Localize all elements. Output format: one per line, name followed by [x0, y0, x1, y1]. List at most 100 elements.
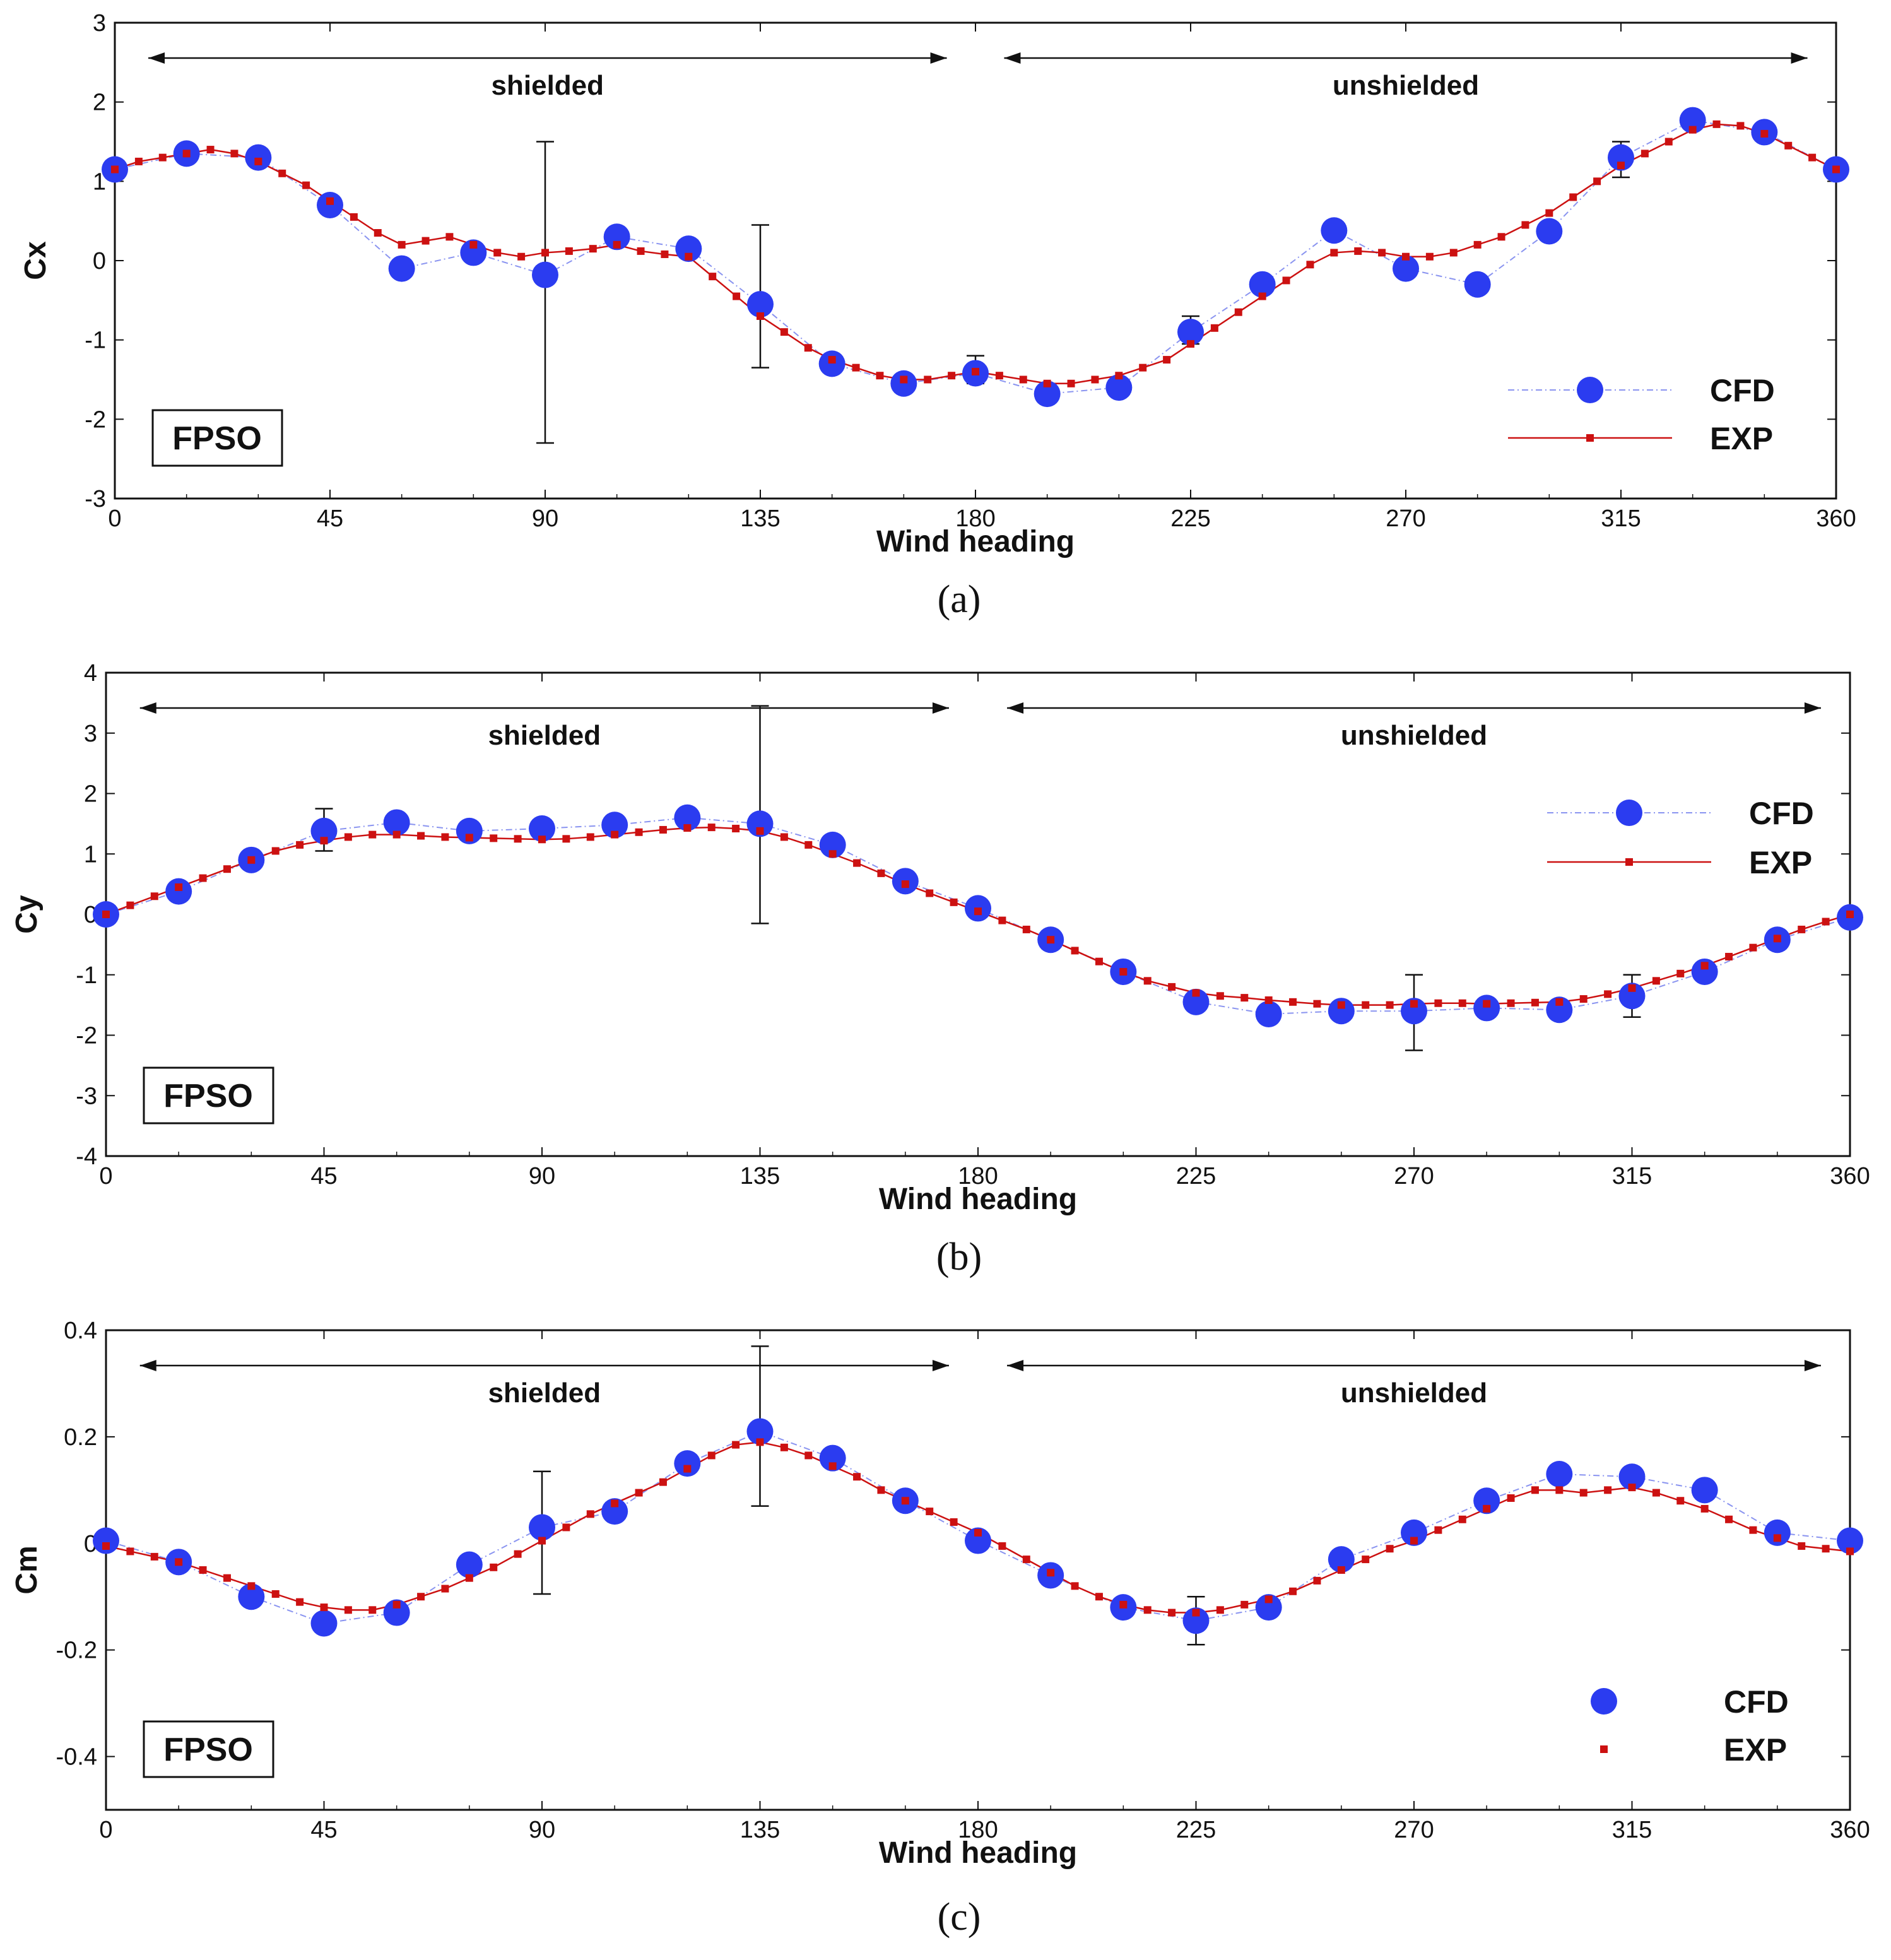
exp-point [150, 1552, 158, 1561]
exp-point [1264, 996, 1273, 1004]
exp-point [296, 1598, 304, 1606]
exp-point [1555, 1486, 1564, 1494]
x-axis-label: Wind heading [876, 525, 1075, 558]
exp-point [175, 883, 183, 891]
exp-point [1168, 1609, 1176, 1617]
cfd-point [603, 223, 630, 251]
exp-point [1264, 1595, 1273, 1603]
x-tick-label: 45 [310, 1817, 337, 1843]
shielded-arrow-right-head [932, 1360, 949, 1371]
exp-point [1258, 292, 1266, 300]
exp-point [490, 834, 498, 842]
exp-point [1071, 947, 1079, 955]
exp-point [853, 859, 861, 867]
unshielded-arrow-right-head [1804, 702, 1821, 714]
cfd-point [1401, 998, 1427, 1025]
cfd-point [532, 261, 558, 288]
y-tick-label: -3 [76, 1083, 97, 1109]
exp-point [1337, 1001, 1345, 1009]
cfd-point [1034, 381, 1061, 408]
exp-point [950, 898, 958, 906]
exp-point [469, 240, 478, 249]
cfd-point [460, 239, 487, 266]
exp-point [1043, 379, 1051, 387]
x-tick-label: 270 [1386, 505, 1425, 532]
legend: CFD EXP [1547, 796, 1814, 880]
exp-point [206, 146, 215, 154]
y-tick-label: -2 [76, 1023, 97, 1049]
exp-point [126, 1547, 134, 1556]
x-tick-label: 315 [1601, 505, 1641, 532]
exp-point [1143, 1606, 1152, 1614]
exp-point [661, 250, 669, 258]
exp-point [1410, 1000, 1418, 1008]
y-axis-label: Cm [10, 1545, 44, 1594]
exp-point [586, 1510, 594, 1518]
cfd-point [818, 350, 845, 377]
cfd-point [1182, 988, 1210, 1015]
cfd-point [1328, 1546, 1355, 1573]
x-tick-label: 0 [99, 1163, 112, 1190]
exp-point [417, 832, 425, 840]
exp-point [804, 841, 813, 849]
y-tick-label: 4 [84, 660, 97, 687]
x-axis-label: Wind heading [879, 1183, 1077, 1216]
cfd-point [819, 831, 846, 858]
cfd-point [1255, 1000, 1282, 1027]
fpso-box [143, 1066, 274, 1125]
exp-point [1846, 911, 1854, 918]
exp-point [320, 837, 328, 845]
cfd-point [1679, 107, 1706, 134]
y-tick-label: -1 [85, 328, 106, 354]
exp-point [271, 847, 280, 855]
exp-point [828, 1462, 837, 1470]
legend: CFD EXP [1591, 1684, 1789, 1768]
exp-point [1434, 999, 1442, 1007]
cfd-point [383, 809, 410, 836]
exp-point [1095, 1593, 1103, 1601]
exp-point [974, 907, 982, 916]
exp-point [780, 328, 788, 336]
exp-point [1725, 1515, 1733, 1523]
exp-point [1545, 209, 1553, 217]
exp-point [1306, 261, 1314, 269]
exp-point [972, 367, 979, 375]
exp-point [1289, 998, 1297, 1006]
exp-point [1700, 1504, 1709, 1513]
legend-exp-label: EXP [1710, 421, 1773, 456]
exp-point [1604, 990, 1612, 998]
x-tick-label: 270 [1394, 1817, 1434, 1843]
x-tick-label: 315 [1612, 1817, 1652, 1843]
exp-point [1604, 1486, 1612, 1494]
exp-point [247, 856, 256, 864]
exp-point [562, 835, 570, 843]
exp-point [756, 827, 764, 835]
exp-point [111, 165, 119, 174]
exp-point [1798, 1542, 1806, 1550]
exp-point [828, 356, 836, 364]
x-axis-label: Wind heading [879, 1836, 1077, 1870]
exp-point [1313, 1000, 1321, 1008]
cfd-point [529, 815, 555, 842]
legend-exp-marker [1586, 434, 1594, 442]
y-axis-label: Cy [10, 895, 44, 934]
cfd-point [1536, 218, 1563, 245]
exp-point [1760, 129, 1769, 138]
exp-point [398, 240, 406, 249]
exp-point [465, 834, 473, 842]
exp-point [223, 865, 231, 873]
cfd-point [529, 1514, 555, 1541]
exp-point [1095, 957, 1103, 965]
unshielded-arrow-right-head [1804, 1360, 1821, 1371]
exp-point [517, 252, 526, 261]
cfd-point [1691, 1477, 1718, 1504]
exp-point [1617, 162, 1625, 170]
exp-point [344, 1606, 352, 1614]
exp-point [1234, 308, 1242, 316]
unshielded-label: unshielded [1333, 70, 1479, 101]
exp-point [1119, 967, 1128, 976]
exp-point [707, 1451, 716, 1460]
cfd-point [93, 1527, 119, 1554]
plot-frame [105, 1329, 1851, 1811]
exp-point [102, 1542, 110, 1550]
